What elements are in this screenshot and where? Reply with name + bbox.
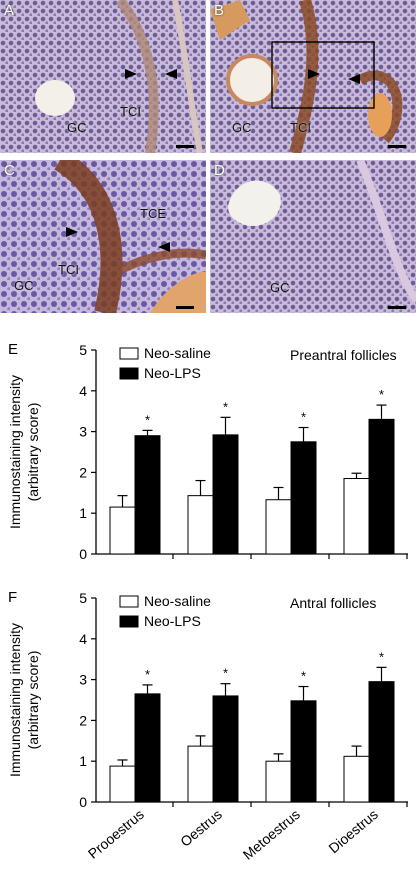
bar — [212, 434, 239, 555]
y-tick-label: 5 — [79, 590, 87, 606]
significance-marker: * — [379, 387, 384, 402]
bar — [290, 441, 317, 555]
legend-swatch — [119, 367, 139, 380]
panel-letter: C — [4, 162, 15, 179]
y-tick-label: 1 — [79, 753, 87, 769]
bar — [265, 499, 292, 555]
panel-letter: E — [8, 341, 18, 358]
granulosa-cell-label: GC — [67, 120, 87, 135]
y-tick-label: 1 — [79, 505, 87, 521]
scale-bar — [388, 306, 406, 309]
y-axis-label: (arbitrary score) — [25, 403, 41, 502]
significance-marker: * — [301, 410, 306, 425]
granulosa-cell-label: GC — [14, 278, 34, 293]
legend-label: Neo-LPS — [144, 365, 201, 381]
arrow-icon — [165, 69, 177, 79]
x-tick-label: Prooestrus — [85, 806, 147, 862]
theca-interna-label: TCI — [290, 120, 311, 135]
micrograph-panel-a: A GC TCI — [0, 0, 206, 153]
y-axis-label: Immunostaining intensity — [7, 623, 23, 777]
arrow-icon — [158, 242, 170, 252]
legend-swatch — [119, 595, 139, 608]
scale-bar — [176, 306, 194, 309]
chart-e-svg: E Immunostaining intensity (arbitrary scor… — [7, 341, 408, 562]
y-tick-label: 5 — [79, 342, 87, 358]
bar — [343, 755, 370, 803]
legend-label: Neo-saline — [144, 593, 211, 609]
panel-letter: D — [214, 162, 225, 179]
chart-panel-e: E Immunostaining intensity (arbitrary scor… — [0, 332, 418, 577]
bar — [134, 435, 161, 555]
y-tick-label: 2 — [79, 464, 87, 480]
panel-letter: A — [4, 2, 15, 19]
significance-marker: * — [223, 399, 228, 414]
significance-marker: * — [379, 649, 384, 664]
bar — [368, 681, 395, 803]
panel-c-image — [0, 160, 206, 313]
bar — [134, 693, 161, 803]
panel-letter: B — [214, 2, 225, 19]
chart-title: Preantral follicles — [290, 347, 397, 363]
y-tick-label: 0 — [79, 794, 87, 810]
granulosa-cell-label: GC — [270, 280, 290, 295]
significance-marker: * — [145, 667, 150, 682]
y-tick-label: 0 — [79, 546, 87, 562]
chart-panel-f: F Immunostaining intensity (arbitrary scor… — [0, 580, 418, 863]
y-tick-label: 3 — [79, 672, 87, 688]
legend-label: Neo-saline — [144, 345, 211, 361]
panel-d-image — [210, 160, 416, 313]
y-tick-label: 2 — [79, 712, 87, 728]
significance-marker: * — [301, 669, 306, 684]
theca-interna-label: TCI — [120, 104, 141, 119]
micrograph-panel-d: D GC — [210, 160, 416, 313]
chart-title: Antral follicles — [290, 595, 376, 611]
bar — [109, 506, 136, 555]
scale-bar — [176, 145, 194, 148]
bar — [187, 495, 214, 555]
x-tick-label: Oestrus — [177, 806, 225, 850]
granulosa-cell-label: GC — [232, 120, 252, 135]
y-tick-label: 4 — [79, 383, 87, 399]
micrograph-panel-c: C GC TCE TCI — [0, 160, 206, 313]
x-tick-label: Dioestrus — [325, 806, 381, 856]
legend-swatch — [119, 347, 139, 360]
bar — [109, 765, 136, 803]
significance-marker: * — [145, 412, 150, 427]
chart-f-svg: F Immunostaining intensity (arbitrary scor… — [7, 589, 408, 863]
bar — [343, 478, 370, 555]
legend-label: Neo-LPS — [144, 613, 201, 629]
theca-interna-label: TCI — [58, 262, 79, 277]
theca-externa-label: TCE — [140, 206, 166, 221]
y-tick-label: 3 — [79, 424, 87, 440]
y-axis-label: (arbitrary score) — [25, 651, 41, 750]
arrow-icon — [308, 69, 320, 79]
bar — [368, 418, 395, 555]
panel-letter: F — [8, 589, 17, 606]
micrograph-panel-b: B GC TCI — [210, 0, 416, 153]
y-tick-label: 4 — [79, 631, 87, 647]
significance-marker: * — [223, 666, 228, 681]
bar — [265, 760, 292, 803]
scale-bar — [388, 145, 406, 148]
bar — [212, 695, 239, 803]
bar — [187, 745, 214, 803]
y-axis-label: Immunostaining intensity — [7, 375, 23, 529]
x-tick-label: Metoestrus — [240, 806, 303, 863]
legend-swatch — [119, 615, 139, 628]
bar — [290, 700, 317, 803]
arrow-icon — [125, 69, 137, 79]
arrow-icon — [348, 74, 360, 84]
arrow-icon — [66, 227, 78, 237]
